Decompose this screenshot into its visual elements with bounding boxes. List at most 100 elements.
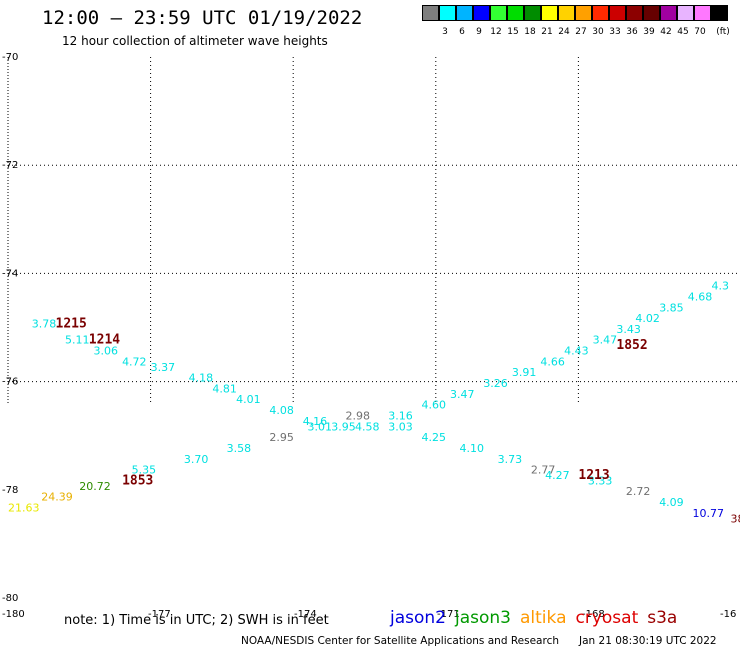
wave-height-label: 4.18 [189,372,214,385]
wave-height-label: 4.08 [269,404,294,417]
wave-height-label: 4.25 [422,431,447,444]
legend-bin-label: 45 [677,27,689,37]
wave-height-label: 3.26 [483,377,508,390]
wave-height-label: 3.95 [331,420,356,433]
lat-tick-label: -76 [2,377,18,388]
legend-swatch [711,5,728,21]
legend-swatch [609,5,626,21]
wave-height-label: 4.3 [711,280,729,293]
wave-height-label: 4.81 [212,382,237,395]
credit-text: NOAA/NESDIS Center for Satellite Applica… [241,635,559,647]
wave-height-label: 3.58 [227,442,252,455]
wave-height-label: 38 [730,512,740,525]
legend-bin-label: 21 [541,27,553,37]
wave-height-label: 3.37 [151,361,176,374]
satellite-jason3-label: jason3 [455,608,511,628]
satellite-jason2-label: jason2 [390,608,446,628]
wave-height-label: 4.66 [540,355,565,368]
legend-swatch [592,5,609,21]
wave-height-label: 24.39 [41,491,73,504]
wave-height-label: 4.60 [422,399,447,412]
legend-bin-label: 3 [442,27,448,37]
footer-note: note: 1) Time is in UTC; 2) SWH is in fe… [64,613,329,628]
legend-bin-label: 27 [575,27,587,37]
wave-height-label: 2.77 [531,464,556,477]
legend-bin-label: 42 [660,27,672,37]
legend-bin-label: 12 [490,27,502,37]
legend-bin-label: 30 [592,27,604,37]
legend-bin-label: 24 [558,27,570,37]
wave-height-label: 3.47 [450,388,475,401]
lat-tick-label: -70 [2,52,18,63]
legend-bin-label: 33 [609,27,621,37]
legend-bin-label: 39 [643,27,655,37]
legend-bin-label: 15 [507,27,519,37]
buoy-id-label: 1213 [578,468,609,483]
lon-tick-label: -171 [437,609,460,620]
wave-height-label: 2.98 [345,409,370,422]
wave-height-label: 5.11 [65,334,90,347]
legend-swatch [677,5,694,21]
legend-swatch [558,5,575,21]
lon-tick-label: -168 [582,609,605,620]
lat-tick-label: -74 [2,268,18,279]
wave-height-label: 4.58 [355,420,380,433]
legend-bin-label: 70 [694,27,706,37]
buoy-id-label: 1215 [56,317,87,332]
satellite-s3a-label: s3a [647,608,678,628]
legend-swatch [473,5,490,21]
wave-height-label: 3.43 [616,323,641,336]
wave-height-label: 10.77 [692,507,724,520]
lat-tick-label: -72 [2,160,18,171]
wave-height-label: 4.01 [236,393,260,406]
legend-swatch [575,5,592,21]
lon-tick-label: -16 [720,609,736,620]
legend-swatch [626,5,643,21]
legend-swatch [524,5,541,21]
wave-height-label: 4.16 [303,415,328,428]
wave-height-label: 3.16 [388,409,413,422]
wave-height-label: 4.43 [564,345,589,358]
page-subtitle: 12 hour collection of altimeter wave hei… [62,34,328,48]
wave-height-label: 3.70 [184,453,209,466]
legend-swatch [643,5,660,21]
satellite-cryosat-label: cryosat [575,608,639,628]
wave-height-label: 3.06 [94,345,119,358]
wave-height-label: 4.68 [688,290,713,303]
wave-height-label: 3.73 [498,453,523,466]
wave-height-label: 4.02 [635,312,660,325]
legend-swatch [660,5,677,21]
legend-bin-label: 36 [626,27,638,37]
wave-height-label: 4.10 [460,442,485,455]
wave-height-label: 4.27 [545,469,570,482]
wave-height-label: 3.85 [659,301,684,314]
lat-tick-label: -80 [2,593,18,604]
wave-height-label: 2.72 [626,485,651,498]
page-title: 12:00 — 23:59 UTC 01/19/2022 [42,7,363,29]
wave-height-label: 3.33 [588,474,613,487]
legend-swatch [541,5,558,21]
legend-swatch [507,5,524,21]
lon-tick-label: -177 [148,609,171,620]
lat-tick-label: -78 [2,485,18,496]
legend-bin-label: 18 [524,27,536,37]
buoy-id-label: 1214 [89,333,120,348]
generated-timestamp: Jan 21 08:30:19 UTC 2022 [579,635,717,647]
legend-swatch [490,5,507,21]
buoy-id-label: 1853 [122,473,153,488]
legend-swatch [422,5,439,21]
legend-unit: (ft) [716,27,730,37]
wave-height-label: 3.47 [593,334,618,347]
lon-tick-label: -180 [2,609,25,620]
wave-height-label: 3.03 [388,420,413,433]
legend-swatch [439,5,456,21]
wave-height-label: 3.78 [32,318,57,331]
wave-height-label: 21.63 [8,501,40,514]
wave-height-label: 3.01 [307,420,332,433]
legend-bin-label: 9 [476,27,482,37]
wave-height-label: 4.09 [659,496,684,509]
wave-height-label: 5.35 [132,464,157,477]
wave-height-label: 2.95 [269,431,294,444]
